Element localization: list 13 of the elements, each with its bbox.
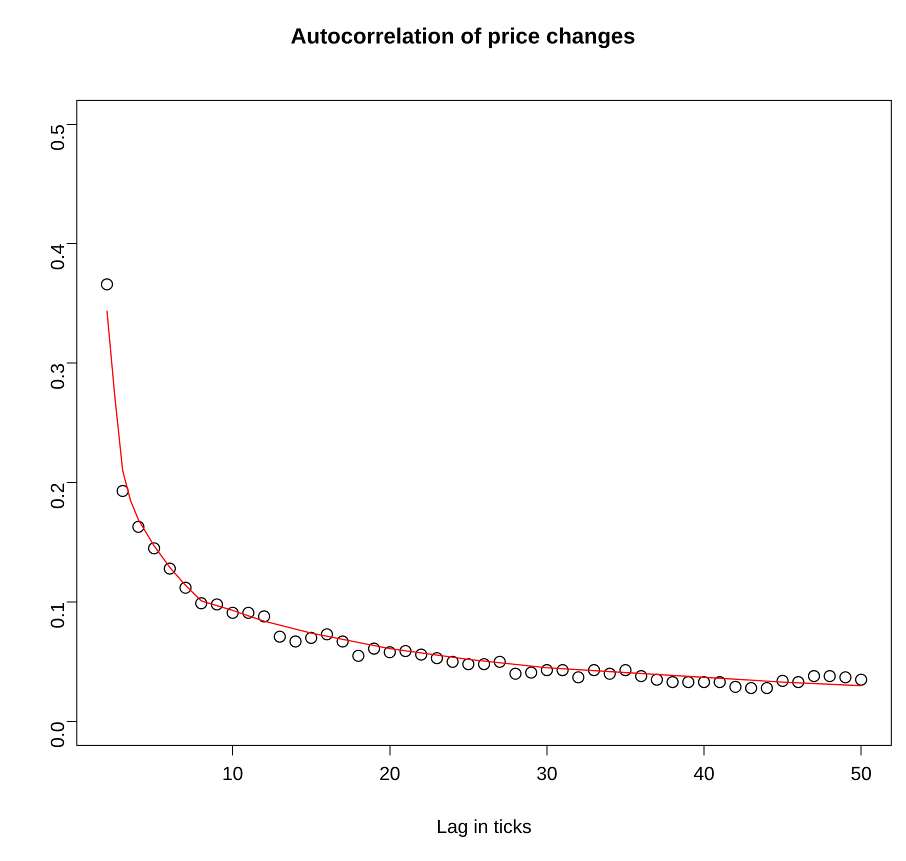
y-tick-label: 0.4 (48, 243, 70, 270)
y-tick-label: 0.3 (48, 363, 70, 390)
x-tick-label: 30 (536, 764, 558, 786)
y-tick-label: 0.0 (48, 722, 70, 748)
x-tick-label: 10 (222, 764, 244, 786)
y-tick-label: 0.5 (48, 124, 70, 151)
x-tick-label: 50 (850, 764, 872, 786)
y-tick-label: 0.1 (48, 602, 70, 628)
x-tick-label: 20 (379, 764, 400, 786)
chart-title: Autocorrelation of price changes (290, 23, 636, 48)
x-axis-title: Lag in ticks (436, 816, 532, 838)
y-tick-label: 0.2 (48, 482, 70, 510)
x-tick-label: 40 (693, 764, 715, 786)
